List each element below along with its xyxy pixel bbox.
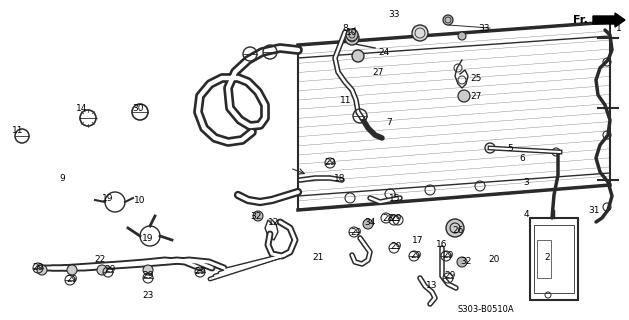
- Text: 3: 3: [523, 178, 529, 187]
- Text: 29: 29: [391, 213, 402, 222]
- Bar: [537, 240, 551, 278]
- Text: 6: 6: [519, 154, 525, 163]
- Circle shape: [458, 90, 470, 102]
- Text: 11: 11: [340, 95, 352, 105]
- Text: 32: 32: [250, 212, 262, 220]
- Bar: [534, 225, 574, 293]
- Text: 29: 29: [325, 157, 336, 166]
- Text: 27: 27: [372, 68, 384, 76]
- Text: 31: 31: [588, 205, 599, 214]
- Text: 9: 9: [59, 173, 65, 182]
- Text: 29: 29: [194, 268, 206, 276]
- Text: 29: 29: [442, 252, 454, 260]
- Circle shape: [363, 219, 373, 229]
- Text: 26: 26: [452, 226, 464, 235]
- Text: 11: 11: [12, 125, 24, 134]
- Circle shape: [37, 265, 47, 275]
- Text: 29: 29: [410, 252, 421, 260]
- Text: 16: 16: [437, 239, 448, 249]
- Text: 21: 21: [313, 253, 324, 262]
- Text: 29: 29: [391, 242, 402, 251]
- Circle shape: [143, 265, 153, 275]
- Text: 29: 29: [444, 271, 455, 281]
- Text: 1: 1: [616, 23, 622, 33]
- Circle shape: [457, 257, 467, 267]
- Text: 14: 14: [76, 103, 87, 113]
- Text: 18: 18: [334, 173, 346, 182]
- Text: 19: 19: [103, 194, 114, 203]
- Text: 25: 25: [470, 74, 482, 83]
- Text: 7: 7: [386, 117, 392, 126]
- Text: 30: 30: [132, 103, 144, 113]
- Text: Fr.: Fr.: [573, 15, 588, 25]
- Text: 33: 33: [388, 10, 400, 19]
- Text: 23: 23: [142, 292, 153, 300]
- Text: 8: 8: [342, 23, 348, 33]
- Text: 10: 10: [346, 28, 358, 36]
- Text: 13: 13: [426, 282, 438, 291]
- Text: 10: 10: [134, 196, 146, 204]
- Text: 5: 5: [507, 143, 513, 153]
- Circle shape: [67, 265, 77, 275]
- Text: 12: 12: [269, 218, 280, 227]
- Circle shape: [352, 50, 364, 62]
- Text: 29: 29: [142, 271, 153, 281]
- Circle shape: [443, 15, 453, 25]
- Circle shape: [446, 219, 464, 237]
- Circle shape: [458, 32, 466, 40]
- Text: 19: 19: [142, 234, 153, 243]
- Text: 29: 29: [32, 263, 43, 273]
- Text: 22: 22: [94, 255, 106, 265]
- Text: 2: 2: [544, 253, 550, 262]
- Circle shape: [346, 29, 358, 41]
- Text: 17: 17: [412, 236, 424, 244]
- Text: 29: 29: [66, 276, 78, 284]
- Circle shape: [253, 211, 263, 221]
- FancyArrow shape: [593, 13, 625, 27]
- Text: S303-B0510A: S303-B0510A: [458, 306, 515, 315]
- Text: 15: 15: [389, 194, 401, 203]
- Text: 33: 33: [478, 23, 490, 33]
- Text: 29: 29: [104, 266, 116, 275]
- Circle shape: [412, 25, 428, 41]
- Text: 32: 32: [460, 258, 472, 267]
- Text: 28: 28: [382, 213, 394, 222]
- Text: 24: 24: [379, 47, 389, 57]
- Text: 34: 34: [364, 218, 376, 227]
- Text: 27: 27: [470, 92, 482, 100]
- Text: 29: 29: [350, 228, 362, 236]
- Text: 20: 20: [488, 255, 499, 265]
- Circle shape: [97, 265, 107, 275]
- Text: 4: 4: [523, 210, 529, 219]
- Circle shape: [345, 31, 359, 45]
